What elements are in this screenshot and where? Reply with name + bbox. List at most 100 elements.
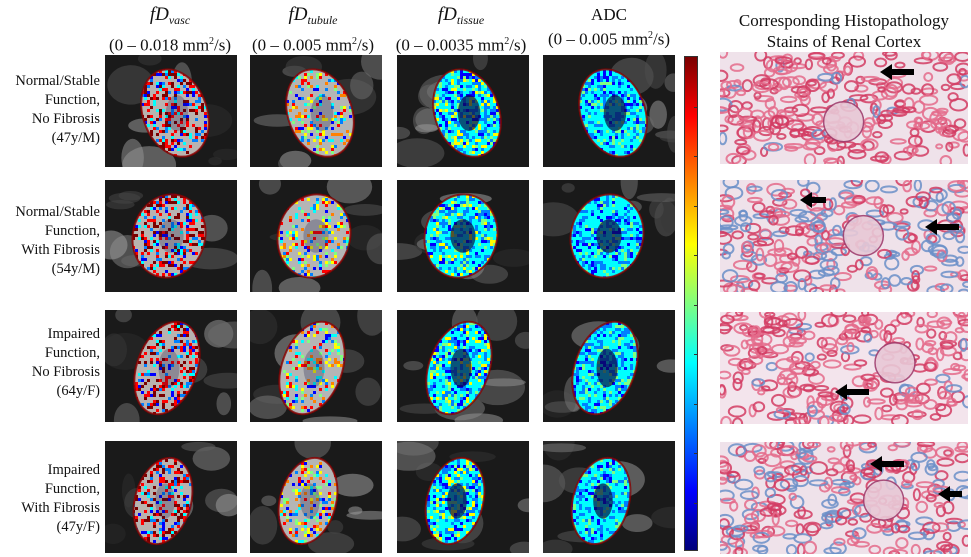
row-label-line: With Fibrosis [21, 242, 100, 258]
header-sup: 2 [209, 36, 215, 47]
mri-map-fd-vasc-row1 [105, 55, 237, 167]
mri-map-adc-row4 [543, 441, 675, 553]
colorbar-gradient [685, 57, 697, 550]
header-range-end: /s) [214, 35, 232, 55]
histology-stain-row1 [720, 52, 968, 164]
mri-map-fd-tissue-row3 [397, 310, 529, 422]
mri-image [543, 441, 675, 553]
histology-stain-row4 [720, 442, 968, 554]
row-label-3: Impaired Function, No Fibrosis (64y/F) [0, 325, 100, 401]
row-label-line: Impaired [47, 462, 100, 478]
row-label-line: Function, [44, 92, 100, 108]
header-sup: 2 [648, 30, 654, 41]
header-sup: 2 [504, 36, 510, 47]
row-label-4: Impaired Function, With Fibrosis (47y/F) [0, 461, 100, 537]
colorbar-tick [694, 502, 698, 504]
header-range: (0 – 0.005 mm [547, 29, 649, 49]
colorbar-tick [694, 453, 698, 454]
histology-image [720, 312, 968, 424]
histology-image [720, 442, 968, 554]
header-subscript: vasc [168, 13, 191, 27]
header-range: (0 – 0.005 mm [251, 35, 353, 55]
mri-map-fd-tissue-row2 [397, 180, 529, 292]
histo-title-line1: Corresponding Histopathology [738, 11, 950, 30]
row-label-line: Normal/Stable [15, 204, 100, 220]
row-label-line: Function, [44, 345, 100, 361]
mri-image [397, 55, 529, 167]
arrow-left-icon [835, 384, 869, 400]
mri-map-adc-row1 [543, 55, 675, 167]
row-label-line: No Fibrosis [31, 364, 100, 380]
mri-image [543, 310, 675, 422]
mri-map-fd-tissue-row1 [397, 55, 529, 167]
mri-map-fd-vasc-row2 [105, 180, 237, 292]
colorbar-tick [694, 156, 698, 157]
column-header-adc: ADC (0 – 0.005 mm2/s) [538, 4, 680, 50]
row-label-line: (54y/M) [51, 261, 100, 277]
row-label-line: Function, [44, 223, 100, 239]
mri-map-fd-tissue-row4 [397, 441, 529, 553]
mri-image [397, 441, 529, 553]
colorbar-tick [694, 255, 698, 256]
row-label-line: Normal/Stable [15, 73, 100, 89]
arrow-left-icon [880, 64, 914, 80]
row-label-2: Normal/Stable Function, With Fibrosis (5… [0, 203, 100, 279]
mri-image [105, 441, 237, 553]
histology-image [720, 180, 968, 292]
header-sup: 2 [352, 36, 358, 47]
mri-image [397, 180, 529, 292]
column-header-fd-vasc: fDvasc (0 – 0.018 mm2/s) [100, 4, 240, 56]
mri-map-fd-tubule-row4 [250, 441, 382, 553]
header-symbol: fD [149, 4, 169, 25]
mri-image [105, 180, 237, 292]
mri-map-fd-tubule-row2 [250, 180, 382, 292]
mri-image [543, 180, 675, 292]
row-label-line: (47y/F) [56, 519, 101, 535]
mri-map-adc-row2 [543, 180, 675, 292]
mri-map-fd-tubule-row3 [250, 310, 382, 422]
mri-image [397, 310, 529, 422]
arrow-left-icon [800, 192, 826, 208]
arrow-left-icon [938, 486, 962, 502]
column-header-fd-tissue: fDtissue (0 – 0.0035 mm2/s) [386, 4, 536, 56]
row-label-1: Normal/Stable Function, No Fibrosis (47y… [0, 72, 100, 148]
header-range: (0 – 0.0035 mm [395, 35, 505, 55]
colorbar [684, 56, 698, 551]
mri-image [105, 310, 237, 422]
header-range-end: /s) [509, 35, 527, 55]
mri-image [250, 441, 382, 553]
colorbar-tick [694, 205, 698, 207]
row-label-line: (64y/F) [56, 383, 101, 399]
row-label-line: With Fibrosis [21, 500, 100, 516]
mri-image [250, 55, 382, 167]
mri-image [250, 180, 382, 292]
header-symbol: fD [437, 4, 457, 25]
row-label-line: No Fibrosis [31, 111, 100, 127]
row-label-line: Impaired [47, 326, 100, 342]
header-symbol: fD [288, 4, 308, 25]
header-subscript: tissue [456, 13, 485, 27]
arrow-left-icon [870, 456, 904, 472]
header-range-end: /s) [357, 35, 375, 55]
mri-map-fd-tubule-row1 [250, 55, 382, 167]
mri-image [105, 55, 237, 167]
header-symbol: ADC [591, 5, 627, 24]
mri-map-fd-vasc-row4 [105, 441, 237, 553]
column-header-fd-tubule: fDtubule (0 – 0.005 mm2/s) [243, 4, 383, 56]
histopathology-header: Corresponding Histopathology Stains of R… [720, 10, 968, 52]
colorbar-tick [694, 304, 698, 306]
colorbar-tick [694, 354, 698, 355]
arrow-left-icon [925, 219, 959, 235]
mri-map-fd-vasc-row3 [105, 310, 237, 422]
colorbar-tick [694, 403, 698, 405]
mri-image [543, 55, 675, 167]
histology-stain-row2 [720, 180, 968, 292]
row-label-line: (47y/M) [51, 130, 100, 146]
row-label-line: Function, [44, 481, 100, 497]
histo-title-line2: Stains of Renal Cortex [766, 32, 922, 51]
colorbar-tick [694, 106, 698, 108]
header-range-end: /s) [653, 29, 671, 49]
header-range: (0 – 0.018 mm [108, 35, 210, 55]
header-subscript: tubule [307, 13, 338, 27]
histology-image [720, 52, 968, 164]
